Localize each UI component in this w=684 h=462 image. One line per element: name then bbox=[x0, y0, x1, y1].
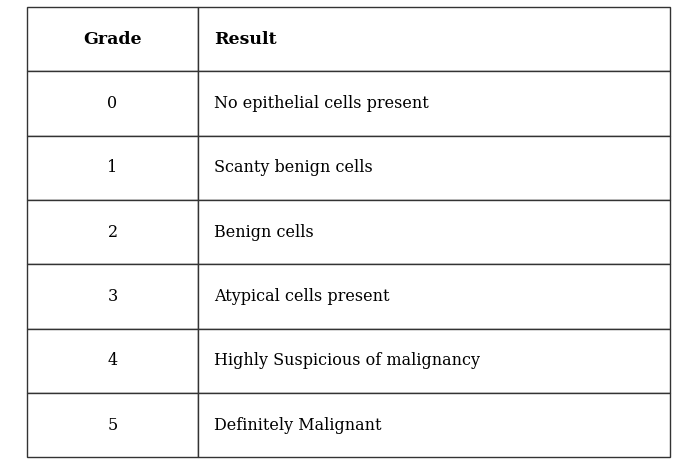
Bar bbox=[198, 71, 670, 136]
Bar bbox=[27, 7, 198, 71]
Text: 5: 5 bbox=[107, 417, 118, 434]
Text: Definitely Malignant: Definitely Malignant bbox=[214, 417, 381, 434]
Bar bbox=[198, 136, 670, 200]
Text: Result: Result bbox=[214, 30, 276, 48]
Bar bbox=[27, 393, 198, 457]
Text: Highly Suspicious of malignancy: Highly Suspicious of malignancy bbox=[214, 353, 479, 369]
Bar bbox=[198, 393, 670, 457]
Bar bbox=[198, 328, 670, 393]
Bar bbox=[27, 71, 198, 136]
Text: 2: 2 bbox=[107, 224, 118, 241]
Bar bbox=[27, 328, 198, 393]
Text: 4: 4 bbox=[107, 353, 118, 369]
Bar bbox=[27, 136, 198, 200]
Text: Scanty benign cells: Scanty benign cells bbox=[214, 159, 373, 176]
Text: Atypical cells present: Atypical cells present bbox=[214, 288, 389, 305]
Text: 0: 0 bbox=[107, 95, 118, 112]
Bar bbox=[198, 264, 670, 328]
Text: 1: 1 bbox=[107, 159, 118, 176]
Bar bbox=[198, 200, 670, 264]
Text: Grade: Grade bbox=[83, 30, 142, 48]
Bar bbox=[198, 7, 670, 71]
Text: No epithelial cells present: No epithelial cells present bbox=[214, 95, 429, 112]
Bar bbox=[27, 200, 198, 264]
Text: 3: 3 bbox=[107, 288, 118, 305]
Text: Benign cells: Benign cells bbox=[214, 224, 313, 241]
Bar bbox=[27, 264, 198, 328]
